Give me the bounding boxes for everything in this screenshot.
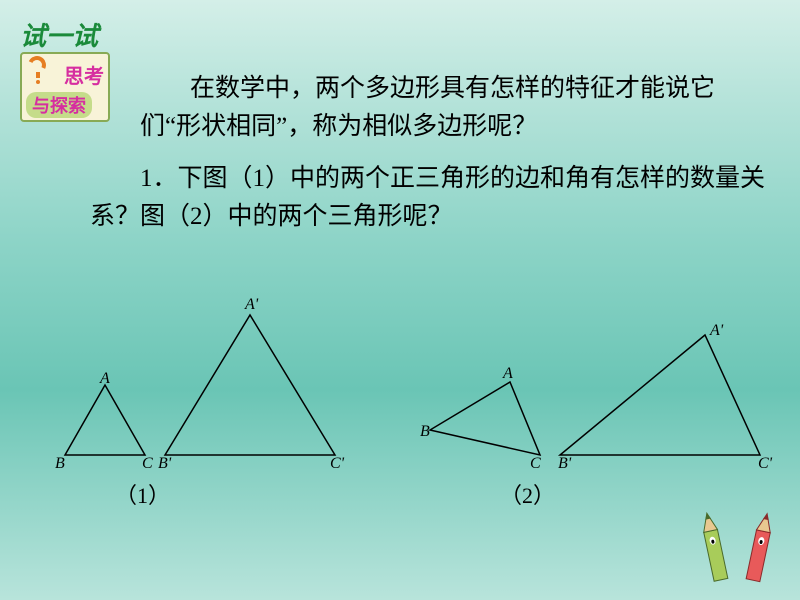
fig1-big-triangle [165, 315, 335, 455]
pencils-icon [680, 490, 780, 590]
fig2-small-B: B [420, 423, 430, 441]
fig2-small-C: C [530, 455, 541, 473]
fig2-big-triangle [560, 335, 760, 455]
paragraph-intro: 在数学中，两个多边形具有怎样的特征才能说它们“形状相同”，称为相似多边形呢？ [140, 70, 760, 145]
fig2-big-A: A' [710, 322, 723, 340]
think-badge: 思考 与探索 [20, 52, 110, 122]
fig1-small-A: A [100, 370, 110, 388]
badge-text-1: 思考 [64, 60, 104, 89]
fig2-small-triangle [430, 382, 540, 455]
fig1-small-B: B [55, 455, 65, 473]
question-mark-icon [26, 56, 50, 86]
fig2-big-B: B' [558, 455, 571, 473]
fig2-label: （2） [500, 478, 555, 510]
fig2-small-A: A [503, 365, 513, 383]
badge-text-2: 与探索 [26, 92, 92, 118]
paragraph-intro-text: 在数学中，两个多边形具有怎样的特征才能说它们“形状相同”，称为相似多边形呢？ [140, 75, 715, 140]
fig1-big-A: A' [245, 296, 258, 314]
fig1-small-triangle [65, 385, 145, 455]
fig1-label: （1） [115, 478, 170, 510]
slide-title: 试一试 [20, 16, 98, 53]
fig2-big-C: C' [758, 455, 772, 473]
fig1-small-C: C [142, 455, 153, 473]
fig1-big-C: C' [330, 455, 344, 473]
paragraph-question: 1．下图（1）中的两个正三角形的边和角有怎样的数量关系？图（2）中的两个三角形呢… [90, 160, 770, 235]
fig1-big-B: B' [158, 455, 171, 473]
paragraph-question-text: 1．下图（1）中的两个正三角形的边和角有怎样的数量关系？图（2）中的两个三角形呢… [90, 165, 765, 230]
